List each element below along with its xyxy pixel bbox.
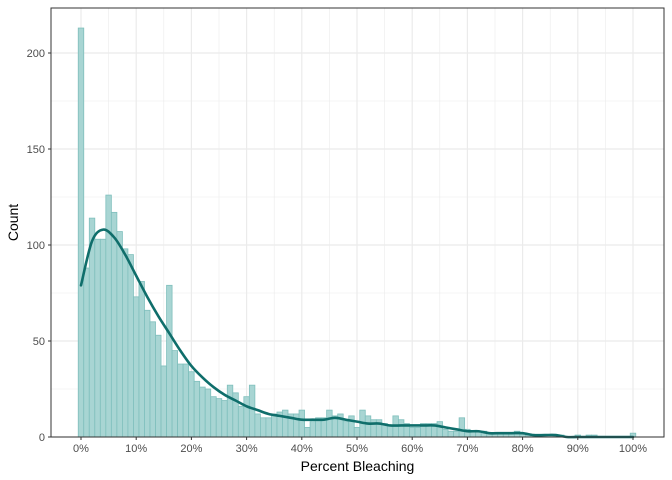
y-tick-label: 50 bbox=[33, 336, 45, 348]
histogram-bar bbox=[237, 405, 245, 438]
histogram-bar bbox=[342, 421, 350, 438]
y-tick-label: 100 bbox=[27, 240, 45, 252]
histogram-bar bbox=[397, 419, 405, 438]
histogram-bar bbox=[127, 254, 134, 438]
x-tick-label: 90% bbox=[567, 443, 589, 455]
x-tick-label: 100% bbox=[619, 443, 647, 455]
x-tick-label: 60% bbox=[401, 443, 423, 455]
x-tick-label: 40% bbox=[291, 443, 313, 455]
histogram-bar bbox=[442, 428, 449, 438]
y-tick-label: 150 bbox=[27, 144, 45, 156]
histogram-bar bbox=[83, 267, 90, 438]
histogram-bar bbox=[182, 363, 190, 438]
histogram-bar bbox=[447, 430, 454, 438]
histogram-bar bbox=[226, 384, 234, 438]
histogram-bar bbox=[248, 384, 256, 438]
histogram-bar bbox=[353, 426, 361, 438]
histogram-bar bbox=[116, 231, 123, 438]
x-axis-title: Percent Bleaching bbox=[301, 458, 415, 474]
histogram-bar bbox=[99, 238, 107, 438]
x-tick-label: 70% bbox=[456, 443, 478, 455]
histogram-bar bbox=[215, 398, 223, 438]
x-tick-label: 50% bbox=[346, 443, 368, 455]
histogram-bar bbox=[110, 211, 118, 438]
x-axis: 0% 10% 20% 30% 40% 50% 60% 70% 80% 90% 100% bbox=[73, 437, 647, 455]
histogram-bar bbox=[221, 400, 228, 438]
histogram-bar bbox=[133, 296, 140, 438]
histogram-bar bbox=[259, 417, 267, 438]
histogram-bar bbox=[94, 238, 101, 438]
density-curve bbox=[79, 228, 635, 439]
histogram-bar bbox=[364, 415, 372, 438]
x-tick-label: 80% bbox=[512, 443, 534, 455]
histogram-bar bbox=[309, 421, 316, 438]
histogram-bar bbox=[166, 284, 173, 438]
histogram-bar bbox=[171, 350, 179, 438]
histogram-bar bbox=[138, 281, 145, 438]
histogram-bar bbox=[326, 409, 333, 438]
histogram-bar bbox=[210, 396, 217, 438]
histogram-bar bbox=[271, 413, 278, 438]
x-tick-label: 20% bbox=[180, 443, 202, 455]
histogram-bar bbox=[160, 365, 167, 438]
histogram-bar bbox=[155, 334, 162, 438]
x-tick-label: 30% bbox=[236, 443, 258, 455]
histogram-bar bbox=[77, 27, 85, 438]
histogram-bar bbox=[199, 386, 206, 438]
histogram-bar bbox=[458, 417, 466, 438]
x-tick-label: 0% bbox=[73, 443, 89, 455]
histogram-bar bbox=[282, 409, 289, 438]
y-axis: 0 50 100 150 200 bbox=[27, 48, 51, 444]
histogram-bar bbox=[298, 409, 305, 438]
histogram-bar bbox=[243, 396, 250, 438]
histogram-bar bbox=[265, 417, 272, 438]
histogram-bar bbox=[204, 388, 212, 438]
histogram-bar bbox=[177, 363, 184, 438]
y-tick-label: 200 bbox=[27, 48, 45, 60]
histogram-bar bbox=[453, 430, 460, 438]
histogram-bar bbox=[409, 426, 416, 438]
histogram-bar bbox=[386, 425, 394, 438]
histogram-bar bbox=[122, 248, 129, 438]
y-tick-label: 0 bbox=[39, 432, 45, 444]
histogram-bar bbox=[188, 371, 195, 438]
histogram-bars bbox=[77, 27, 637, 438]
histogram-bar bbox=[144, 309, 151, 438]
y-axis-title: Count bbox=[5, 204, 21, 241]
histogram-bar bbox=[304, 426, 311, 438]
x-tick-label: 10% bbox=[125, 443, 147, 455]
histogram-bar bbox=[149, 321, 156, 438]
histogram-bar bbox=[193, 380, 201, 438]
histogram-bar bbox=[436, 421, 443, 438]
histogram-bar bbox=[414, 426, 421, 438]
histogram-bar bbox=[254, 413, 261, 438]
